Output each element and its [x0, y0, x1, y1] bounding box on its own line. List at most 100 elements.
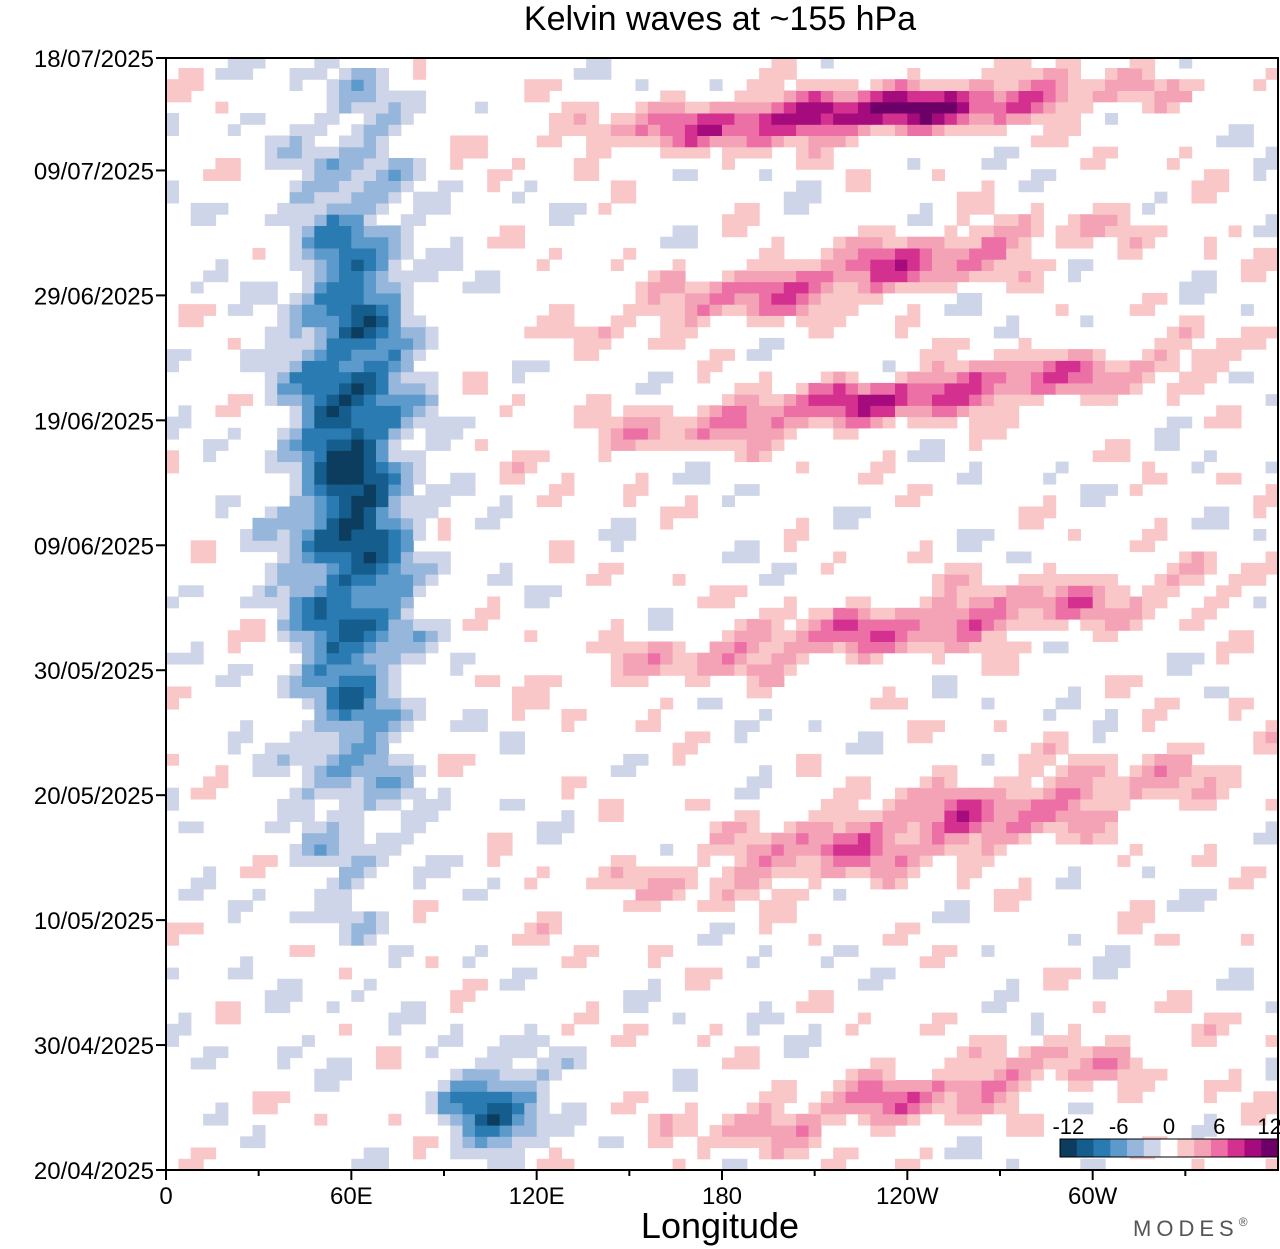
contour-cell: [301, 720, 315, 732]
contour-cell: [166, 652, 179, 665]
contour-cell: [301, 281, 315, 294]
contour-cell: [264, 1102, 278, 1115]
contour-cell: [684, 292, 698, 305]
contour-cell: [462, 281, 476, 294]
contour-cell: [969, 832, 983, 845]
contour-cell: [882, 270, 896, 283]
contour-cell: [1228, 585, 1242, 598]
contour-cell: [166, 113, 179, 125]
contour-cell: [400, 540, 414, 553]
contour-cell: [339, 697, 352, 710]
contour-cell: [400, 472, 414, 485]
contour-cell: [734, 304, 748, 316]
contour-cell: [400, 753, 414, 766]
contour-cell: [561, 214, 575, 226]
contour-cell: [1018, 765, 1032, 777]
contour-cell: [598, 405, 612, 418]
contour-cell: [981, 1057, 995, 1070]
contour-cell: [1129, 607, 1143, 620]
contour-cell: [474, 619, 488, 631]
contour-cell: [252, 281, 266, 294]
contour-cell: [722, 1158, 735, 1170]
contour-cell: [808, 281, 822, 294]
contour-cell: [289, 180, 303, 193]
contour-cell: [1203, 776, 1217, 789]
contour-cell: [190, 641, 204, 654]
contour-cell: [697, 967, 711, 980]
contour-cell: [240, 360, 254, 373]
contour-cell: [1055, 832, 1069, 845]
contour-cell: [363, 292, 377, 305]
contour-cell: [400, 337, 414, 350]
contour-cell: [1006, 79, 1020, 91]
contour-cell: [808, 1023, 822, 1036]
contour-cell: [512, 1147, 525, 1160]
contour-cell: [400, 765, 414, 777]
contour-cell: [351, 529, 365, 541]
contour-cell: [388, 630, 402, 642]
contour-cell: [734, 214, 748, 226]
contour-cell: [857, 225, 871, 238]
contour-cell: [400, 1012, 414, 1025]
contour-cell: [277, 382, 291, 395]
contour-cell: [425, 337, 439, 350]
contour-cell: [1216, 1023, 1230, 1036]
contour-cell: [227, 124, 241, 136]
contour-cell: [1018, 259, 1032, 271]
contour-cell: [1006, 652, 1020, 665]
contour-cell: [709, 292, 723, 305]
contour-cell: [227, 405, 241, 418]
contour-cell: [314, 427, 328, 440]
contour-cell: [166, 349, 179, 361]
contour-cell: [277, 821, 291, 834]
contour-cell: [722, 641, 735, 654]
contour-cell: [1166, 652, 1180, 665]
contour-cell: [450, 236, 464, 249]
contour-cell: [944, 1147, 958, 1160]
contour-cell: [376, 551, 389, 564]
contour-cell: [1253, 574, 1267, 586]
contour-cell: [413, 798, 427, 811]
contour-cell: [895, 697, 908, 710]
contour-cell: [1055, 1046, 1069, 1059]
contour-cell: [1265, 821, 1278, 834]
contour-cell: [993, 360, 1007, 373]
contour-cell: [586, 877, 600, 890]
contour-cell: [166, 180, 179, 193]
contour-cell: [376, 585, 389, 598]
contour-cell: [734, 394, 748, 406]
contour-cell: [1043, 1035, 1057, 1047]
contour-cell: [314, 832, 328, 845]
contour-cell: [672, 135, 686, 148]
contour-cell: [277, 214, 291, 226]
contour-cell: [845, 1080, 859, 1092]
contour-cell: [487, 855, 501, 867]
contour-cell: [536, 1080, 550, 1092]
contour-cell: [536, 135, 550, 148]
contour-cell: [388, 427, 402, 440]
contour-cell: [808, 394, 822, 406]
contour-cell: [277, 562, 291, 575]
contour-cell: [808, 191, 822, 204]
contour-cell: [944, 1113, 958, 1126]
contour-cell: [1043, 641, 1057, 654]
contour-cell: [833, 888, 847, 901]
contour-cell: [190, 877, 204, 890]
contour-cell: [1080, 214, 1094, 226]
contour-cell: [499, 742, 513, 755]
contour-cell: [1154, 776, 1168, 789]
contour-cell: [956, 832, 970, 845]
contour-cell: [660, 146, 674, 159]
contour-cell: [672, 315, 686, 328]
contour-cell: [301, 439, 315, 451]
contour-cell: [1154, 574, 1168, 586]
contour-cell: [1018, 832, 1032, 845]
contour-cell: [919, 79, 933, 91]
contour-cell: [314, 405, 328, 418]
contour-cell: [351, 405, 365, 418]
contour-cell: [1043, 360, 1057, 373]
contour-cell: [969, 427, 983, 440]
contour-cell: [981, 191, 995, 204]
contour-cell: [820, 641, 834, 654]
contour-cell: [289, 360, 303, 373]
